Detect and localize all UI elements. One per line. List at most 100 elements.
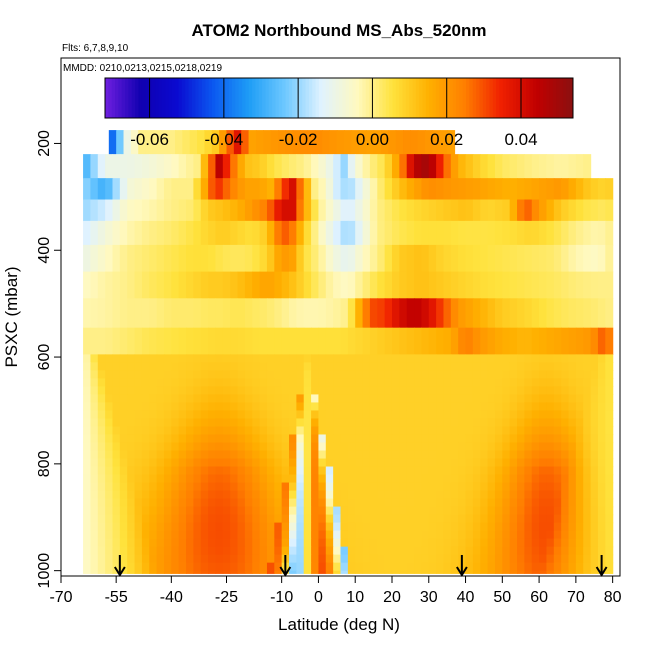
heat-cell xyxy=(303,506,312,516)
heat-cell xyxy=(384,546,393,556)
heat-cell xyxy=(539,410,548,420)
heat-cell xyxy=(193,514,202,524)
heat-cell xyxy=(347,434,356,444)
heat-cell xyxy=(414,570,423,574)
heat-cell xyxy=(163,178,172,201)
heat-cell xyxy=(215,570,224,574)
heat-cell xyxy=(421,199,430,222)
heat-cell xyxy=(259,394,268,404)
heat-cell xyxy=(200,410,209,420)
heat-cell xyxy=(325,378,334,388)
heat-cell xyxy=(296,154,305,179)
heat-cell xyxy=(472,482,481,492)
heat-cell xyxy=(546,562,555,572)
heat-cell xyxy=(399,426,408,436)
heat-cell xyxy=(502,402,511,412)
heat-cell xyxy=(289,498,297,508)
heat-cell xyxy=(590,546,599,556)
heat-cell xyxy=(480,546,489,556)
heat-cell xyxy=(97,370,106,380)
heat-cell xyxy=(163,354,172,363)
heat-cell xyxy=(406,327,415,355)
heat-cell xyxy=(105,244,114,273)
heat-cell xyxy=(222,442,231,452)
heat-cell xyxy=(266,458,275,468)
heat-cell xyxy=(414,442,423,452)
heat-cell xyxy=(163,426,172,436)
heat-cell xyxy=(318,378,327,388)
heat-cell xyxy=(539,562,548,572)
heat-cell xyxy=(178,244,187,273)
heat-cell xyxy=(487,530,496,540)
heat-cell xyxy=(553,554,562,564)
heat-cell xyxy=(509,426,518,436)
heat-cell xyxy=(583,386,592,396)
heat-cell xyxy=(605,434,614,444)
colorbar-swatch xyxy=(492,78,497,118)
heat-cell xyxy=(347,327,356,355)
heat-cell xyxy=(112,327,121,355)
heat-cell xyxy=(244,386,253,396)
heat-cell xyxy=(318,482,327,492)
heat-cell xyxy=(149,434,158,444)
heat-cell xyxy=(355,199,364,222)
colorbar-swatch xyxy=(556,78,561,118)
heat-cell xyxy=(90,199,99,222)
heat-cell xyxy=(399,546,408,556)
heat-cell xyxy=(178,530,187,540)
heat-cell xyxy=(141,386,150,396)
heat-cell xyxy=(230,386,239,396)
heat-cell xyxy=(590,570,599,574)
heat-cell xyxy=(546,298,555,329)
heat-cell xyxy=(432,130,441,155)
heat-cell xyxy=(583,354,592,363)
heat-cell xyxy=(494,378,503,388)
heat-cell xyxy=(539,554,548,564)
heat-cell xyxy=(90,530,99,540)
heat-cell xyxy=(406,562,415,572)
heat-cell xyxy=(347,570,356,574)
heat-cell xyxy=(127,410,136,420)
heat-cell xyxy=(163,271,172,299)
heat-cell xyxy=(583,482,592,492)
heat-cell xyxy=(391,554,400,564)
heat-cell xyxy=(561,434,570,444)
heat-cell xyxy=(163,410,172,420)
heat-cell xyxy=(296,362,305,371)
heat-cell xyxy=(237,327,246,355)
heat-cell xyxy=(436,474,445,484)
heat-cell xyxy=(414,522,423,532)
heat-cell xyxy=(156,354,165,363)
heat-cell xyxy=(355,490,364,500)
heat-cell xyxy=(208,370,217,380)
heat-cell xyxy=(347,426,356,436)
heat-cell xyxy=(237,402,246,412)
heat-cell xyxy=(517,298,525,329)
heat-cell xyxy=(252,546,261,556)
heat-cell xyxy=(450,220,459,246)
heat-cell xyxy=(502,554,511,564)
heat-cell xyxy=(428,298,437,329)
heat-cell xyxy=(208,244,217,273)
heat-cell xyxy=(377,327,386,355)
heat-cell xyxy=(112,498,121,508)
heat-cell xyxy=(237,434,246,444)
heat-cell xyxy=(222,458,231,468)
heat-cell xyxy=(391,442,400,452)
heat-cell xyxy=(509,378,518,388)
heat-cell xyxy=(296,530,305,540)
heat-cell xyxy=(259,530,268,540)
heat-cell xyxy=(274,522,283,532)
heat-cell xyxy=(399,378,408,388)
heat-cell xyxy=(487,514,496,524)
heat-cell xyxy=(105,522,114,532)
colorbar-swatch xyxy=(141,78,146,118)
heat-cell xyxy=(590,466,599,476)
heat-cell xyxy=(200,546,209,556)
heat-cell xyxy=(105,298,114,329)
heat-cell xyxy=(428,482,437,492)
heat-cell xyxy=(325,354,334,363)
heat-cell xyxy=(171,410,180,420)
heat-cell xyxy=(259,546,268,556)
heat-cell xyxy=(509,410,518,420)
